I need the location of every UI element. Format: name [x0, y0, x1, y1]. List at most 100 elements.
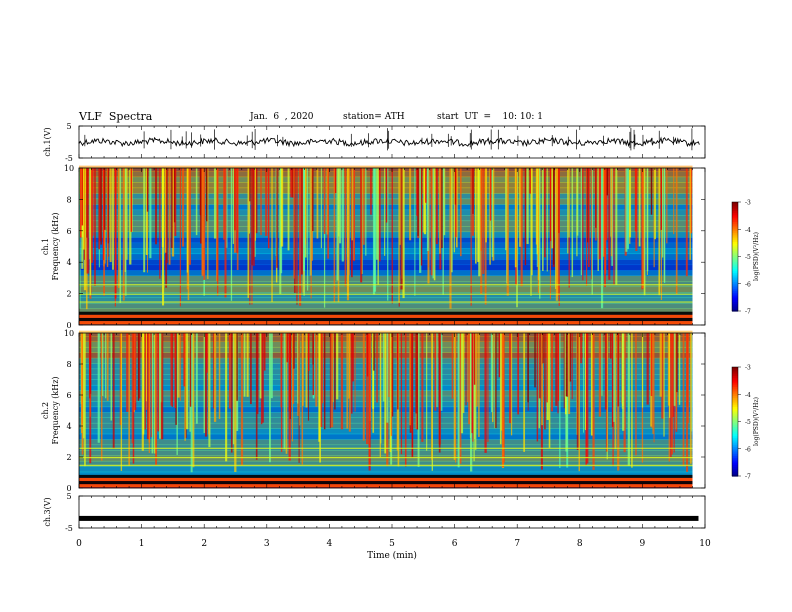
sferic-streak [126, 333, 129, 412]
sferic-streak [86, 168, 88, 238]
sferic-streak [203, 168, 206, 280]
sferic-streak [475, 333, 478, 407]
sferic-streak [142, 333, 145, 435]
sferic-streak [536, 333, 539, 442]
sferic-streak [195, 333, 198, 424]
sferic-streak [362, 333, 365, 441]
sferic-streak [171, 333, 174, 407]
colorbar-cell [732, 269, 738, 272]
sferic-streak [304, 168, 306, 239]
spectrogram-band [79, 226, 693, 233]
header-start-time: start UT = 10: 10: 1 [437, 112, 543, 122]
sferic-streak [276, 168, 278, 268]
colorbar-cell [732, 388, 738, 392]
sferic-streak [291, 333, 294, 442]
sferic-streak [631, 333, 633, 468]
sferic-streak [576, 168, 579, 236]
sferic-streak [653, 168, 655, 268]
x-tick-label: 3 [264, 539, 270, 549]
sferic-streak [606, 168, 608, 241]
sferic-streak [610, 333, 612, 359]
sferic-streak [653, 333, 655, 443]
sferic-streak [442, 168, 444, 295]
sferic-streak [230, 168, 233, 301]
sferic-streak [253, 168, 255, 266]
sferic-streak [268, 168, 270, 249]
sferic-streak [119, 168, 122, 304]
sferic-streak [164, 168, 167, 253]
sferic-streak [535, 168, 538, 245]
sferic-streak [377, 168, 379, 285]
sferic-streak [353, 168, 355, 262]
colorbar-cell [732, 236, 738, 239]
sferic-streak [120, 333, 123, 471]
sferic-streak [568, 168, 570, 238]
sferic-streak [81, 168, 84, 226]
sferic-streak [546, 168, 548, 272]
colorbar-cell [732, 457, 738, 461]
colorbar-cell [732, 414, 738, 417]
sferic-streak [470, 168, 472, 306]
spectrogram-band [79, 270, 693, 277]
colorbar-cell [732, 276, 738, 279]
sferic-streak [246, 333, 249, 397]
sferic-streak [112, 333, 115, 449]
sferic-streak [216, 168, 219, 296]
spectrogram-band [79, 198, 693, 205]
sferic-streak [155, 168, 157, 245]
sferic-streak [492, 168, 495, 261]
vlf-transmitter-line [79, 314, 693, 318]
sferic-streak [391, 168, 393, 304]
colorbar-cell [732, 445, 738, 448]
sferic-streak [590, 333, 593, 436]
sferic-streak [470, 333, 473, 472]
sferic-streak [505, 168, 507, 251]
ch2-spec-ylabel-freq: Frequency (kHz) [51, 376, 60, 444]
sferic-streak [590, 168, 592, 280]
sferic-streak [137, 333, 140, 401]
colorbar-tick-label: -6 [745, 446, 751, 453]
sferic-streak [443, 168, 446, 236]
sferic-streak [460, 333, 464, 434]
colorbar-cell [732, 305, 738, 308]
colorbar-cell [732, 301, 738, 305]
sferic-streak [334, 168, 337, 194]
sferic-streak [307, 168, 309, 291]
sferic-streak [92, 168, 94, 236]
sferic-streak [81, 333, 83, 434]
sferic-streak [330, 333, 334, 428]
sferic-streak [94, 168, 96, 286]
colorbar-tick-label: -5 [745, 254, 751, 261]
sferic-streak [201, 168, 204, 275]
colorbar-cell [732, 385, 738, 388]
sferic-streak [340, 333, 344, 430]
colorbar-cell [732, 410, 738, 414]
sferic-streak [280, 168, 284, 247]
colorbar-cell [732, 287, 738, 290]
colorbar-cell [732, 220, 738, 223]
sferic-streak [286, 333, 288, 363]
sferic-streak [414, 168, 416, 296]
sferic-streak [517, 333, 519, 415]
sferic-streak [606, 168, 609, 196]
sferic-streak [86, 168, 89, 274]
sferic-streak [678, 333, 681, 405]
sferic-streak [132, 333, 135, 464]
sferic-streak [179, 333, 181, 401]
sferic-streak [100, 333, 103, 461]
sferic-streak [455, 168, 458, 248]
colorbar-cell [732, 265, 738, 268]
sferic-streak [384, 333, 387, 454]
sferic-streak [454, 168, 457, 205]
colorbar-cell [732, 428, 738, 432]
colorbar-cell [732, 434, 738, 437]
sferic-streak [287, 168, 290, 251]
sferic-streak [225, 333, 228, 462]
sferic-streak [351, 333, 353, 414]
colorbar-cell [732, 437, 738, 441]
colorbar-cell [732, 303, 738, 307]
sferic-streak [269, 333, 271, 463]
sferic-streak [433, 168, 436, 281]
sferic-streak [555, 168, 559, 301]
colorbar-cell [732, 296, 738, 299]
